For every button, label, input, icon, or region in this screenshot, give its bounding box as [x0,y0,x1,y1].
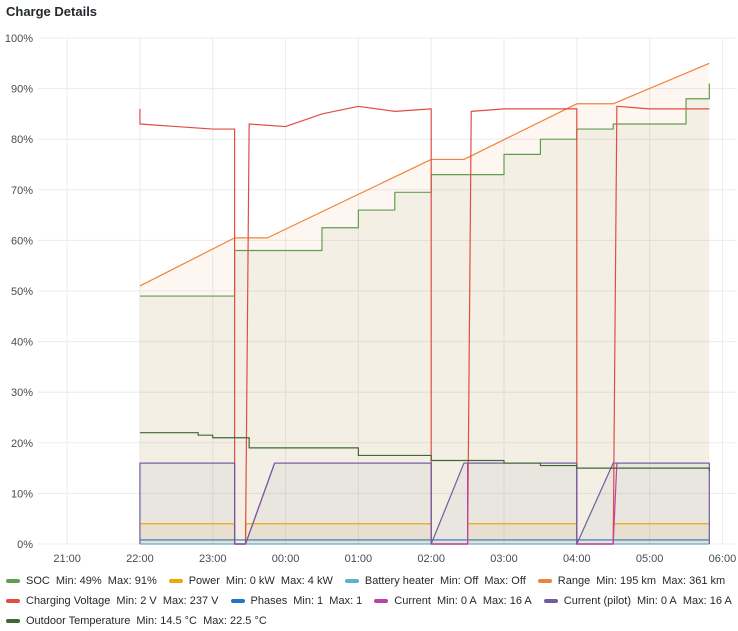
y-tick-label: 20% [11,438,33,450]
legend-label: Range [557,575,591,587]
legend-item-range[interactable]: Range Min: 195 km Max: 361 km [537,571,726,591]
legend-stats: Min: 14.5 °C Max: 22.5 °C [136,615,267,627]
legend-item-outdoor-temperature[interactable]: Outdoor Temperature Min: 14.5 °C Max: 22.… [6,611,267,631]
x-tick-label: 01:00 [345,553,373,565]
legend-label: Charging Voltage [26,595,111,607]
y-tick-label: 100% [5,33,33,45]
y-tick-label: 60% [11,235,33,247]
series-area-range [139,63,710,545]
x-tick-label: 00:00 [272,553,300,565]
legend-label: Battery heater [364,575,434,587]
legend-swatch [537,579,552,583]
legend-stats: Min: 49% Max: 91% [55,575,157,587]
legend-row: Outdoor Temperature Min: 14.5 °C Max: 22.… [6,611,734,631]
x-tick-label: 05:00 [636,553,664,565]
x-tick-label: 06:00 [709,553,737,565]
x-tick-label: 03:00 [490,553,518,565]
legend-swatch [168,579,183,583]
legend-label: Current [394,595,431,607]
legend-stats: Min: 195 km Max: 361 km [596,575,726,587]
series-line-outdoor-temperature[interactable] [139,432,710,471]
legend-label: Current (pilot) [563,595,632,607]
legend-item-power[interactable]: Power Min: 0 kW Max: 4 kW [168,571,333,591]
charge-details-chart: 0% 10% 20% 30% 40% 50% 60% 70% 80% 90% 100% 21:00 22… [5,33,737,565]
y-tick-label: 90% [11,84,33,96]
y-tick-label: 50% [11,286,33,298]
x-tick-label: 22:00 [126,553,154,565]
legend-row: SOC Min: 49% Max: 91% Power Min: 0 kW Max: … [6,571,734,591]
y-tick-label: 70% [11,185,33,197]
legend-swatch [344,579,359,583]
legend-stats: Min: 0 A Max: 16 A [637,595,732,607]
y-tick-label: 10% [11,488,33,500]
legend-swatch [6,579,20,583]
legend-item-phases[interactable]: Phases Min: 1 Max: 1 [230,591,363,611]
series-line-soc[interactable] [139,83,710,297]
legend-item-current[interactable]: Current Min: 0 A Max: 16 A [374,591,532,611]
legend-stats: Min: 2 V Max: 237 V [116,595,219,607]
panel-title: Charge Details [6,4,98,19]
x-tick-label: 02:00 [417,553,445,565]
series-line-current-pilot-[interactable] [139,462,710,545]
legend-row: Charging Voltage Min: 2 V Max: 237 V Phase… [6,591,734,611]
x-tick-label: 04:00 [563,553,591,565]
y-tick-label: 80% [11,134,33,146]
legend-label: Phases [250,595,288,607]
series-area-power [139,523,710,544]
legend-swatch [6,599,20,603]
legend-stats: Min: 1 Max: 1 [293,595,363,607]
legend-swatch [374,599,389,603]
y-tick-label: 30% [11,387,33,399]
legend-stats: Min: 0 kW Max: 4 kW [225,575,333,587]
legend-label: Power [188,575,220,587]
x-tick-label: 21:00 [53,553,81,565]
x-tick-label: 23:00 [199,553,227,565]
legend-swatch [6,619,20,623]
legend-item-charging-voltage[interactable]: Charging Voltage Min: 2 V Max: 237 V [6,591,219,611]
legend-item-battery-heater[interactable]: Battery heater Min: Off Max: Off [344,571,526,591]
legend-stats: Min: 0 A Max: 16 A [436,595,532,607]
series-area-soc [139,83,710,544]
series-area-current-pilot- [139,463,710,544]
legend-swatch [230,599,245,603]
legend-swatch [543,599,558,603]
legend-label: SOC [26,575,50,587]
legend-stats: Min: Off Max: Off [439,575,526,587]
chart-legend: SOC Min: 49% Max: 91% Power Min: 0 kW Max: … [6,571,734,631]
y-tick-label: 0% [17,539,33,551]
legend-item-soc[interactable]: SOC Min: 49% Max: 91% [6,571,157,591]
legend-label: Outdoor Temperature [26,615,131,627]
legend-item-current-pilot-[interactable]: Current (pilot) Min: 0 A Max: 16 A [543,591,732,611]
y-tick-label: 40% [11,337,33,349]
